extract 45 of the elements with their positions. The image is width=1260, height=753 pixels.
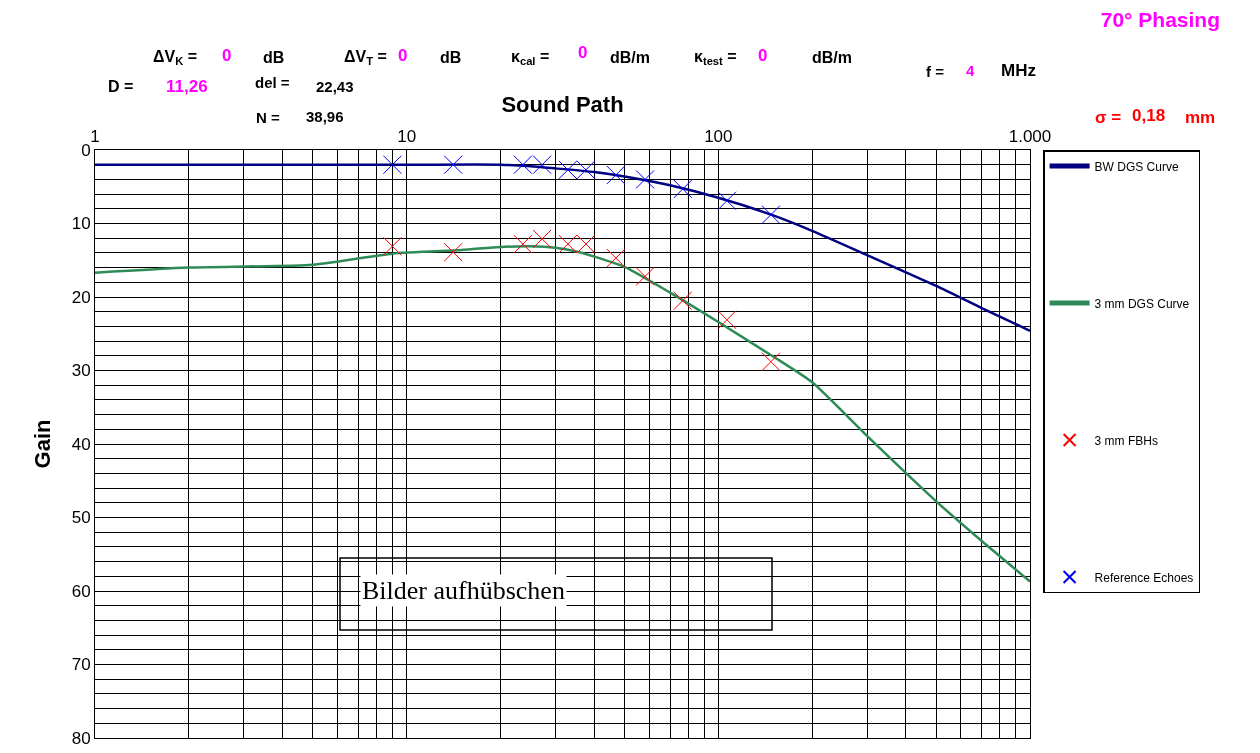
- y-tick-label: 80: [71, 728, 91, 748]
- text: N =: [256, 109, 280, 126]
- y-tick-label: 50: [71, 508, 91, 528]
- y-tick-label: 40: [71, 434, 91, 454]
- y-tick-label: 10: [71, 214, 91, 234]
- legend-label: 3 mm DGS Curve: [1094, 296, 1190, 311]
- text: 0: [578, 43, 588, 62]
- legend-label: BW DGS Curve: [1094, 159, 1179, 174]
- text: del =: [255, 74, 290, 91]
- annotation: Bilder aufhübschen: [362, 576, 565, 605]
- y-tick-label: 30: [71, 361, 91, 381]
- text: dB/m: [812, 49, 852, 66]
- text: dB: [263, 49, 285, 66]
- text: 0: [758, 46, 768, 65]
- text: κ$_{test}$ =: [694, 48, 737, 68]
- text: mm: [1185, 108, 1216, 127]
- y-tick-label: 20: [71, 287, 91, 307]
- text: 38,96: [306, 108, 344, 125]
- text: 70° Phasing: [1100, 8, 1220, 32]
- text: 0,18: [1132, 106, 1166, 125]
- text: 4: [966, 62, 975, 79]
- text: dB: [440, 49, 462, 66]
- y-tick-label: 0: [81, 140, 91, 160]
- text: 11,26: [166, 77, 208, 96]
- y-tick-label: 60: [71, 581, 91, 601]
- x-tick-label: 10: [397, 127, 417, 147]
- y-tick-label: 70: [71, 655, 91, 675]
- x-tick-label: 100: [704, 127, 733, 147]
- text: 0: [398, 46, 408, 65]
- legend-label: 3 mm FBHs: [1094, 433, 1158, 448]
- text: dB/m: [610, 49, 650, 66]
- y-axis-title: Gain: [30, 419, 56, 469]
- text: ΔV$_{T}$ =: [344, 48, 387, 68]
- text: 22,43: [316, 78, 354, 95]
- text: MHz: [1001, 61, 1036, 80]
- x-tick-label: 1: [90, 127, 100, 147]
- x-tick-label: 1.000: [1008, 127, 1052, 147]
- text: f =: [926, 63, 945, 80]
- x-axis-title: Sound Path: [501, 92, 624, 117]
- legend-label: Reference Echoes: [1094, 570, 1194, 585]
- text: D =: [108, 78, 134, 95]
- text: κ$_{cal}$ =: [511, 48, 550, 68]
- text: σ =: [1095, 108, 1122, 127]
- text: ΔV$_{K}$ =: [153, 48, 198, 68]
- text: 0: [222, 46, 232, 65]
